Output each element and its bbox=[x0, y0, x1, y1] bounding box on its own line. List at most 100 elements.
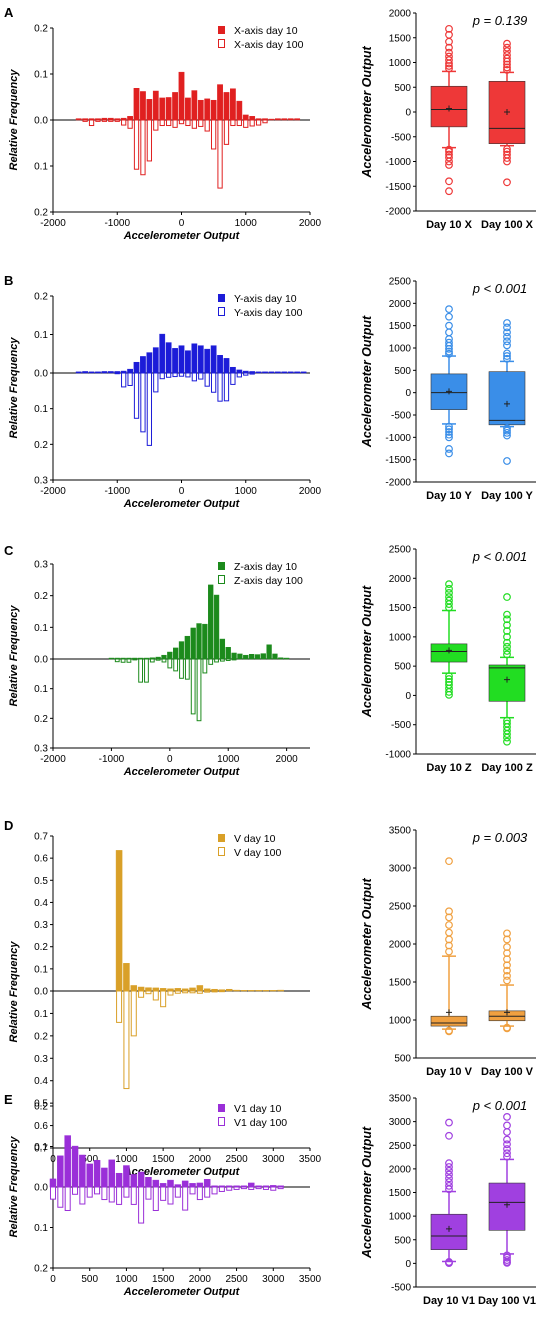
hist-bar-day10 bbox=[202, 623, 208, 660]
hist-bar-day100 bbox=[231, 658, 237, 661]
box-outlier bbox=[503, 66, 511, 74]
hist-bar-day100 bbox=[152, 990, 159, 1001]
hist-y-tick-label: 0.0 bbox=[34, 116, 48, 127]
chart-panel-d: D 0.7 0.6 0.5 0.4 0.3 0.2 0.1 0.0 0.1 0.2 0.3 0.4 0.5… bbox=[4, 818, 536, 1178]
hist-bar-day100 bbox=[243, 372, 249, 376]
hist-y-tick-label: 0.0 bbox=[34, 1183, 48, 1194]
box-outlier bbox=[445, 338, 453, 347]
p-value-label: p < 0.001 bbox=[472, 281, 528, 296]
hist-y-tick-label: 0.6 bbox=[34, 1121, 48, 1132]
hist-bar-day100 bbox=[270, 1186, 277, 1191]
box-y-tick-label: 500 bbox=[394, 83, 411, 94]
box-y-tick-label: -500 bbox=[391, 132, 411, 143]
hist-bar-day100 bbox=[262, 1186, 269, 1190]
hist-bar-day10 bbox=[159, 97, 166, 121]
hist-bar-day10 bbox=[236, 100, 243, 121]
hist-y-tick-label: 0.3 bbox=[34, 1054, 48, 1065]
box-y-tick-label: 2500 bbox=[389, 277, 412, 288]
hist-bar-day100 bbox=[132, 658, 138, 661]
hist-bar-day10 bbox=[217, 84, 223, 121]
hist-bar-day10 bbox=[146, 99, 153, 121]
hist-bar-day100 bbox=[243, 119, 249, 128]
box-mean-marker bbox=[504, 109, 510, 115]
hist-x-tick-label: 2000 bbox=[189, 1154, 212, 1165]
box-outlier bbox=[445, 347, 453, 356]
p-value-label: p < 0.001 bbox=[472, 1098, 528, 1113]
box-outlier bbox=[445, 349, 453, 358]
box-y-tick-label: -1000 bbox=[385, 433, 411, 444]
hist-bar-day10 bbox=[268, 118, 275, 121]
hist-bar-day10 bbox=[281, 118, 288, 121]
hist-bar-day100 bbox=[217, 119, 223, 189]
hist-bar-day100 bbox=[202, 658, 208, 674]
legend-label-day10: V1 day 10 bbox=[234, 1103, 281, 1115]
hist-bar-day100 bbox=[160, 990, 167, 1008]
box-group-label: Day 10 V bbox=[426, 1066, 473, 1078]
box-outlier bbox=[503, 621, 511, 630]
hist-bar-day10 bbox=[268, 371, 275, 374]
hist-bar-day10 bbox=[159, 333, 166, 374]
hist-x-tick-label: 1000 bbox=[115, 1274, 138, 1285]
hist-x-tick-label: 1000 bbox=[235, 486, 258, 497]
hist-bar-day10 bbox=[247, 1182, 255, 1188]
hist-x-tick-label: 1500 bbox=[152, 1154, 175, 1165]
hist-y-tick-label: 0.4 bbox=[34, 1076, 48, 1087]
box-group-label: Day 100 V1 bbox=[478, 1295, 536, 1307]
hist-bar-day10 bbox=[185, 350, 191, 374]
box-y-tick-label: -1000 bbox=[385, 157, 411, 168]
hist-bar-day100 bbox=[130, 1186, 137, 1205]
box-iqr bbox=[488, 664, 526, 702]
box-outlier bbox=[445, 1131, 453, 1140]
box-outlier bbox=[503, 1135, 511, 1144]
box-y-tick-label: -500 bbox=[391, 720, 411, 731]
hist-bar-day100 bbox=[160, 1186, 167, 1201]
hist-y-tick-label: 0.2 bbox=[34, 24, 48, 35]
hist-bar-day10 bbox=[223, 92, 230, 121]
box-outlier bbox=[445, 589, 453, 597]
hist-bar-day100 bbox=[140, 119, 146, 176]
box-y-tick-label: 2500 bbox=[389, 1141, 412, 1152]
box-outlier bbox=[503, 972, 511, 980]
hist-bar-day10 bbox=[75, 371, 82, 374]
box-mean-marker bbox=[446, 647, 452, 654]
box-iqr bbox=[430, 1015, 468, 1027]
hist-bar-day100 bbox=[198, 372, 204, 380]
hist-bar-day100 bbox=[114, 372, 120, 375]
legend-swatch-day100 bbox=[218, 575, 225, 584]
hist-x-axis-title: Accelerometer Output bbox=[123, 1166, 241, 1178]
box-outlier bbox=[503, 1253, 511, 1262]
hist-bar-day100 bbox=[191, 119, 197, 129]
hist-y-tick-label: 0.2 bbox=[34, 714, 48, 725]
hist-bar-day10 bbox=[233, 989, 240, 992]
hist-y-axis-title: Relative Frequency bbox=[8, 1136, 20, 1238]
hist-y-tick-label: 0.1 bbox=[34, 1223, 48, 1234]
legend-swatch-day100 bbox=[218, 1117, 225, 1126]
hist-bar-day100 bbox=[57, 1186, 64, 1208]
box-outlier bbox=[503, 733, 511, 742]
legend-swatch-day100 bbox=[218, 847, 225, 856]
hist-bar-day100 bbox=[196, 1186, 203, 1201]
box-outlier bbox=[503, 593, 511, 601]
hist-y-tick-label: 0.3 bbox=[34, 476, 48, 487]
hist-bar-day100 bbox=[146, 372, 153, 446]
hist-x-tick-label: 2000 bbox=[276, 754, 299, 765]
box-outlier bbox=[503, 632, 511, 641]
chart-panel-a: A0.20.10.00.10.2-2000 -1000 0 1000 2000Accel… bbox=[4, 5, 536, 242]
hist-bar-day10 bbox=[287, 118, 294, 121]
hist-bar-day100 bbox=[191, 372, 197, 382]
hist-bar-day100 bbox=[208, 658, 214, 665]
hist-bar-day100 bbox=[236, 119, 242, 127]
hist-bar-day10 bbox=[79, 1154, 86, 1188]
hist-y-tick-label: 0.2 bbox=[34, 942, 48, 953]
hist-x-axis-title: Accelerometer Output bbox=[123, 1286, 241, 1298]
hist-bar-day10 bbox=[167, 1179, 174, 1188]
box-y-tick-label: 3500 bbox=[389, 826, 412, 837]
hist-bar-day10 bbox=[133, 361, 140, 374]
hist-bar-day100 bbox=[182, 1186, 189, 1211]
hist-bar-day10 bbox=[196, 623, 202, 660]
box-y-tick-label: 500 bbox=[394, 1054, 411, 1065]
box-group-label: Day 100 Z bbox=[481, 762, 533, 774]
box-outlier bbox=[503, 1121, 511, 1130]
hist-y-tick-label: 0.2 bbox=[34, 1264, 48, 1275]
hist-bar-day100 bbox=[233, 1186, 240, 1190]
